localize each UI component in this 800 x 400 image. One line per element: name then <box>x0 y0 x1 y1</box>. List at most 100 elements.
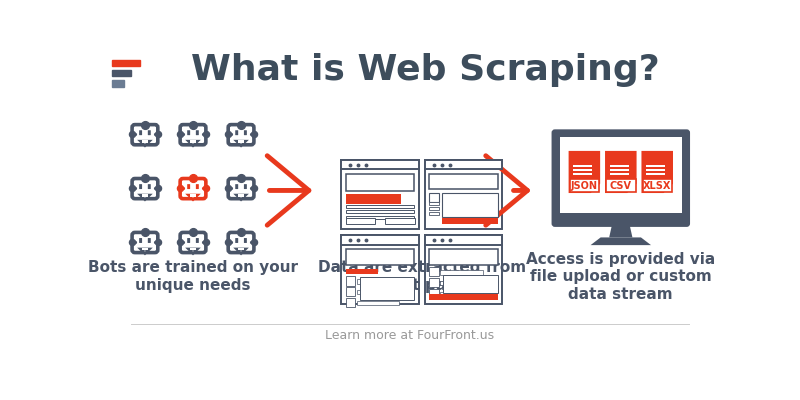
Bar <box>440 281 483 286</box>
Bar <box>346 218 375 224</box>
Polygon shape <box>626 183 635 192</box>
Text: What is Web Scraping?: What is Web Scraping? <box>191 52 660 86</box>
FancyBboxPatch shape <box>180 232 206 252</box>
Bar <box>573 169 592 171</box>
FancyBboxPatch shape <box>187 130 190 135</box>
Bar <box>430 193 438 202</box>
Bar <box>357 301 399 305</box>
FancyBboxPatch shape <box>148 130 150 135</box>
Bar <box>606 179 635 192</box>
Polygon shape <box>590 238 651 245</box>
Bar <box>346 250 414 265</box>
FancyBboxPatch shape <box>196 184 199 189</box>
FancyBboxPatch shape <box>148 184 150 189</box>
Bar <box>346 287 355 296</box>
Polygon shape <box>238 196 245 199</box>
Bar <box>190 140 197 143</box>
Polygon shape <box>663 183 672 192</box>
Polygon shape <box>570 152 599 192</box>
Bar <box>425 235 502 245</box>
Bar <box>646 165 665 167</box>
Text: Learn more at FourFront.us: Learn more at FourFront.us <box>326 330 494 342</box>
FancyBboxPatch shape <box>180 178 206 199</box>
Bar <box>346 298 355 307</box>
Text: Bots are trained on your
unique needs: Bots are trained on your unique needs <box>88 260 298 293</box>
Bar <box>573 165 592 167</box>
Bar <box>346 205 414 208</box>
Polygon shape <box>190 196 197 199</box>
FancyBboxPatch shape <box>139 130 142 135</box>
Text: JSON: JSON <box>571 180 598 190</box>
Bar <box>430 174 498 190</box>
Bar <box>346 269 378 274</box>
FancyBboxPatch shape <box>235 130 238 135</box>
Bar <box>341 160 418 229</box>
Polygon shape <box>142 142 148 145</box>
Polygon shape <box>642 152 672 192</box>
Bar <box>142 248 148 250</box>
FancyBboxPatch shape <box>235 238 238 243</box>
Bar <box>430 278 438 287</box>
Bar <box>425 235 502 304</box>
FancyBboxPatch shape <box>148 238 150 243</box>
Polygon shape <box>238 250 245 253</box>
Bar <box>142 140 148 143</box>
Bar <box>357 290 399 294</box>
FancyBboxPatch shape <box>244 238 247 243</box>
FancyBboxPatch shape <box>244 130 247 135</box>
FancyBboxPatch shape <box>180 125 206 145</box>
Bar <box>440 292 483 296</box>
Bar <box>559 137 682 213</box>
FancyBboxPatch shape <box>132 178 158 199</box>
Bar <box>238 140 245 143</box>
FancyBboxPatch shape <box>244 184 247 189</box>
FancyBboxPatch shape <box>132 232 158 252</box>
Bar <box>142 194 148 196</box>
Bar <box>573 173 592 175</box>
FancyBboxPatch shape <box>228 232 254 252</box>
Bar <box>346 194 402 204</box>
Bar <box>430 250 498 265</box>
Bar <box>346 276 355 286</box>
Polygon shape <box>238 142 245 145</box>
Polygon shape <box>142 250 148 253</box>
Bar <box>386 218 414 224</box>
Bar <box>341 235 418 304</box>
Bar <box>442 218 498 224</box>
Text: Access is provided via
file upload or custom
data stream: Access is provided via file upload or cu… <box>526 252 715 302</box>
Polygon shape <box>609 224 633 238</box>
Bar <box>360 277 414 300</box>
Bar <box>430 267 438 276</box>
FancyBboxPatch shape <box>139 184 142 189</box>
Bar <box>341 235 418 245</box>
Polygon shape <box>606 152 635 192</box>
Text: XLSX: XLSX <box>643 180 671 190</box>
Bar <box>430 289 438 298</box>
Bar <box>442 193 498 217</box>
Bar <box>430 208 438 210</box>
Bar <box>190 248 197 250</box>
Bar <box>646 169 665 171</box>
Bar <box>642 179 672 192</box>
Bar <box>238 194 245 196</box>
Text: Data are extracted from
target pages: Data are extracted from target pages <box>318 260 526 293</box>
FancyBboxPatch shape <box>187 238 190 243</box>
Bar <box>556 215 686 223</box>
Bar <box>346 210 414 213</box>
Bar <box>238 248 245 250</box>
FancyBboxPatch shape <box>196 238 199 243</box>
Bar <box>112 80 125 86</box>
Bar <box>357 279 399 284</box>
Bar <box>190 194 197 196</box>
Bar <box>610 165 629 167</box>
Bar <box>610 173 629 175</box>
Bar <box>610 169 629 171</box>
Bar <box>440 270 483 275</box>
Polygon shape <box>142 196 148 199</box>
Polygon shape <box>190 250 197 253</box>
FancyBboxPatch shape <box>553 130 689 226</box>
FancyBboxPatch shape <box>228 178 254 199</box>
Bar <box>570 179 599 192</box>
FancyBboxPatch shape <box>187 184 190 189</box>
Bar <box>430 212 438 216</box>
